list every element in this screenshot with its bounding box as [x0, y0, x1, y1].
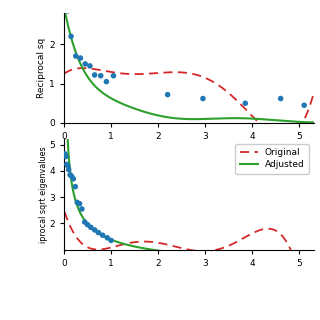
Point — [71, 176, 76, 181]
Point — [66, 167, 71, 172]
Point — [73, 184, 78, 189]
Point — [100, 233, 105, 238]
Point — [108, 238, 114, 243]
Point — [79, 206, 84, 212]
Point — [243, 101, 248, 106]
Point — [78, 55, 83, 60]
Point — [92, 228, 97, 233]
Point — [105, 235, 110, 240]
Point — [302, 103, 307, 108]
Point — [85, 222, 90, 227]
Point — [278, 96, 283, 101]
Y-axis label: Reciprocal sq: Reciprocal sq — [37, 38, 46, 98]
Point — [88, 225, 93, 230]
Text: (a) $d = 50$: (a) $d = 50$ — [160, 170, 218, 184]
Point — [65, 8, 70, 13]
Point — [64, 162, 69, 167]
Point — [98, 73, 103, 78]
Point — [111, 73, 116, 78]
Point — [68, 172, 73, 177]
Point — [62, 151, 68, 156]
Point — [77, 201, 82, 206]
Point — [65, 163, 70, 168]
Point — [104, 79, 109, 84]
Point — [200, 96, 205, 101]
Point — [63, 154, 68, 159]
Point — [87, 63, 92, 68]
Point — [165, 92, 170, 97]
Point — [68, 34, 74, 39]
X-axis label: Eigenvalues: Eigenvalues — [159, 144, 218, 154]
Point — [73, 53, 78, 59]
Point — [75, 200, 80, 205]
Point — [96, 230, 101, 235]
Point — [83, 61, 88, 67]
Point — [82, 220, 87, 225]
Legend: Original, Adjusted: Original, Adjusted — [235, 144, 309, 174]
Point — [69, 174, 74, 179]
Y-axis label: iprocal sqrt eigenvalues: iprocal sqrt eigenvalues — [39, 146, 48, 243]
Point — [92, 72, 97, 77]
